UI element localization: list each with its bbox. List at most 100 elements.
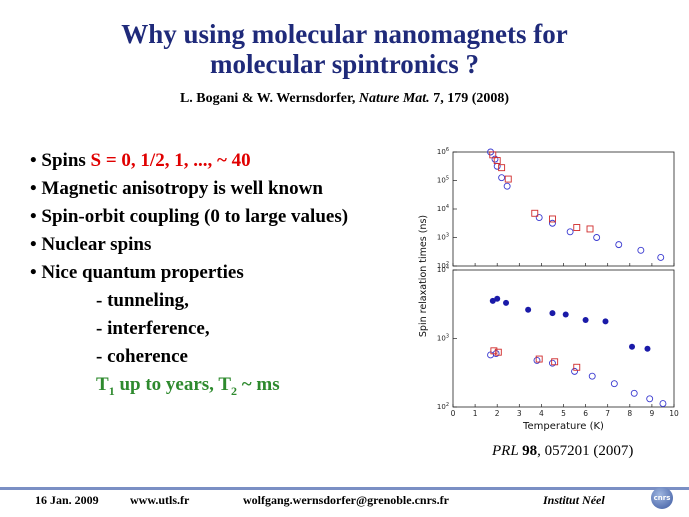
- x-tick-label: 9: [650, 409, 655, 418]
- slide-title-line-1: Why using molecular nanomagnets for: [121, 19, 568, 49]
- data-point: [489, 151, 497, 159]
- data-point: [586, 225, 594, 233]
- x-tick-label: 8: [627, 409, 632, 418]
- x-tick-label: 6: [583, 409, 588, 418]
- y-tick-exponent: 5: [446, 176, 449, 182]
- data-point: [493, 157, 501, 165]
- t1-description: up to years, T: [114, 374, 231, 395]
- y-tick-base: 10: [437, 177, 446, 185]
- y-tick-label-top: 105: [437, 176, 449, 185]
- data-point: [562, 311, 569, 318]
- y-tick-base: 10: [437, 266, 446, 274]
- x-tick-label: 1: [473, 409, 478, 418]
- y-tick-base: 10: [437, 205, 446, 213]
- x-axis-label: Temperature (K): [522, 421, 604, 432]
- reference-citation: L. Bogani & W. Wernsdorfer, Nature Mat. …: [0, 91, 689, 107]
- y-tick-label-bottom: 104: [437, 265, 449, 274]
- cnrs-logo: cnrs: [651, 487, 673, 509]
- y-tick-exponent: 2: [446, 402, 449, 408]
- bullet-anisotropy: • Magnetic anisotropy is well known: [30, 178, 323, 199]
- panel-frame-bottom: [452, 269, 675, 408]
- sub-bullet-interference: - interference,: [96, 318, 210, 339]
- data-point: [593, 234, 601, 241]
- relaxation-times-line: T1 up to years, T2 ~ ms: [30, 372, 430, 400]
- y-tick-label-top: 103: [437, 233, 449, 242]
- sub-bullet-tunneling: - tunneling,: [96, 290, 189, 311]
- footer-website: www.utls.fr: [130, 493, 190, 507]
- prl-volume: 98: [522, 443, 538, 459]
- t2-subscript: 2: [231, 383, 237, 398]
- data-point: [525, 306, 532, 313]
- bullet-spins-values: S = 0, 1/2, 1, ..., ~ 40: [90, 150, 251, 171]
- data-point: [493, 162, 501, 170]
- data-point: [573, 363, 581, 371]
- bullet-nuclear-spins: • Nuclear spins: [30, 234, 152, 255]
- data-point: [548, 215, 556, 223]
- ref-journal: Nature Mat.: [358, 91, 430, 106]
- data-point: [504, 175, 512, 183]
- data-point: [615, 241, 623, 249]
- y-tick-exponent: 6: [446, 147, 449, 153]
- t1-symbol: T: [96, 374, 109, 395]
- bullet-spin-orbit: • Spin-orbit coupling (0 to large values…: [30, 206, 349, 227]
- data-point: [548, 359, 556, 367]
- footer-email: wolfgang.wernsdorfer@grenoble.cnrs.fr: [243, 493, 449, 507]
- prl-journal: PRL: [492, 443, 523, 459]
- data-point: [503, 182, 511, 190]
- y-tick-label-top: 106: [437, 147, 449, 156]
- bullet-quantum-properties: • Nice quantum properties: [30, 262, 244, 283]
- y-axis-label: Spin relaxation times (ns): [418, 215, 429, 337]
- x-tick-label: 4: [539, 409, 544, 418]
- data-point: [548, 219, 556, 227]
- y-tick-exponent: 3: [446, 233, 449, 239]
- t1-subscript: 1: [108, 383, 115, 398]
- data-point: [582, 317, 589, 324]
- y-tick-base: 10: [437, 262, 446, 270]
- y-tick-base: 10: [437, 403, 446, 411]
- x-tick-label: 0: [451, 409, 456, 418]
- data-point: [630, 389, 638, 397]
- t2-description: ~ ms: [237, 374, 280, 395]
- y-tick-label-bottom: 102: [437, 402, 449, 411]
- data-point: [551, 358, 559, 366]
- data-point: [566, 228, 574, 236]
- data-point: [498, 174, 506, 182]
- y-tick-base: 10: [437, 234, 446, 242]
- slide-title-line-2: molecular spintronics ?: [209, 49, 479, 79]
- y-tick-base: 10: [437, 148, 446, 156]
- ref-rest: 7, 179 (2008): [429, 91, 510, 106]
- footer-divider: [0, 487, 689, 490]
- y-tick-base: 10: [437, 335, 446, 343]
- data-point: [494, 295, 501, 302]
- data-point: [659, 400, 667, 408]
- footer-institute: Institut Néel: [543, 493, 605, 507]
- y-tick-exponent: 3: [446, 334, 449, 340]
- bullet-spins: • Spins S = 0, 1/2, 1, ..., ~ 40: [30, 148, 430, 176]
- data-point: [573, 224, 581, 231]
- data-point: [490, 347, 498, 355]
- data-point: [657, 253, 665, 261]
- data-point: [533, 356, 541, 364]
- x-tick-label: 5: [561, 409, 566, 418]
- data-point: [535, 214, 543, 222]
- data-point: [644, 345, 651, 352]
- x-tick-label: 3: [517, 409, 522, 418]
- data-point: [610, 380, 618, 388]
- panel-frame-top: [452, 151, 675, 267]
- data-point: [535, 355, 543, 363]
- data-point: [637, 246, 645, 254]
- bullet-spins-prefix: • Spins: [30, 150, 91, 171]
- y-tick-exponent: 4: [446, 204, 449, 210]
- data-point: [491, 155, 499, 163]
- data-point: [498, 164, 506, 172]
- sub-bullet-coherence: - coherence: [96, 346, 188, 367]
- x-tick-label: 10: [669, 409, 679, 418]
- data-point: [629, 343, 636, 350]
- data-point: [503, 299, 510, 306]
- x-tick-label: 2: [495, 409, 500, 418]
- data-point: [646, 395, 654, 403]
- prl-citation: PRL 98, 057201 (2007): [492, 443, 633, 460]
- x-tick-label: 7: [605, 409, 610, 418]
- y-tick-exponent: 2: [446, 261, 449, 267]
